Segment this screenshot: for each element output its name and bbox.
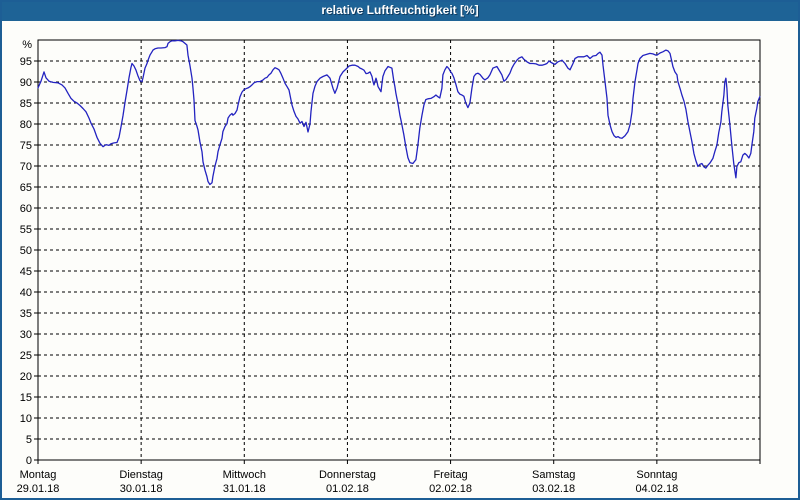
y-tick-label: 90 bbox=[20, 77, 32, 89]
y-tick-label: 40 bbox=[20, 287, 32, 299]
x-day-date-label: 03.02.18 bbox=[532, 483, 575, 495]
y-tick-label: 10 bbox=[20, 413, 32, 425]
y-tick-label: 70 bbox=[20, 161, 32, 173]
y-tick-label: 0 bbox=[26, 455, 32, 467]
y-tick-label: 30 bbox=[20, 329, 32, 341]
y-tick-label: 20 bbox=[20, 371, 32, 383]
y-tick-label: 50 bbox=[20, 245, 32, 257]
y-tick-label: 60 bbox=[20, 203, 32, 215]
x-day-weekday-label: Sonntag bbox=[636, 469, 677, 481]
y-tick-label: 95 bbox=[20, 56, 32, 68]
x-day-weekday-label: Montag bbox=[20, 469, 57, 481]
x-day-date-label: 29.01.18 bbox=[17, 483, 60, 495]
x-day-weekday-label: Freitag bbox=[433, 469, 467, 481]
x-day-weekday-label: Mittwoch bbox=[223, 469, 266, 481]
humidity-series-line bbox=[37, 39, 761, 186]
x-day-weekday-label: Donnerstag bbox=[319, 469, 376, 481]
x-day-weekday-label: Samstag bbox=[532, 469, 575, 481]
x-day-date-label: 01.02.18 bbox=[326, 483, 369, 495]
x-day-date-label: 02.02.18 bbox=[429, 483, 472, 495]
y-tick-label: 65 bbox=[20, 182, 32, 194]
y-tick-label: 85 bbox=[20, 98, 32, 110]
x-day-weekday-label: Dienstag bbox=[119, 469, 162, 481]
title-bar: relative Luftfeuchtigkeit [%] bbox=[0, 0, 800, 21]
y-tick-label: 15 bbox=[20, 392, 32, 404]
y-tick-label: 25 bbox=[20, 350, 32, 362]
y-tick-label: 5 bbox=[26, 434, 32, 446]
y-tick-label: 35 bbox=[20, 308, 32, 320]
x-day-date-label: 04.02.18 bbox=[635, 483, 678, 495]
y-tick-label: 80 bbox=[20, 119, 32, 131]
chart-title: relative Luftfeuchtigkeit [%] bbox=[321, 3, 479, 17]
y-tick-label: 75 bbox=[20, 140, 32, 152]
y-axis-unit-label: % bbox=[22, 39, 32, 51]
x-day-date-label: 30.01.18 bbox=[120, 483, 163, 495]
x-day-date-label: 31.01.18 bbox=[223, 483, 266, 495]
y-tick-label: 45 bbox=[20, 266, 32, 278]
y-tick-label: 55 bbox=[20, 224, 32, 236]
